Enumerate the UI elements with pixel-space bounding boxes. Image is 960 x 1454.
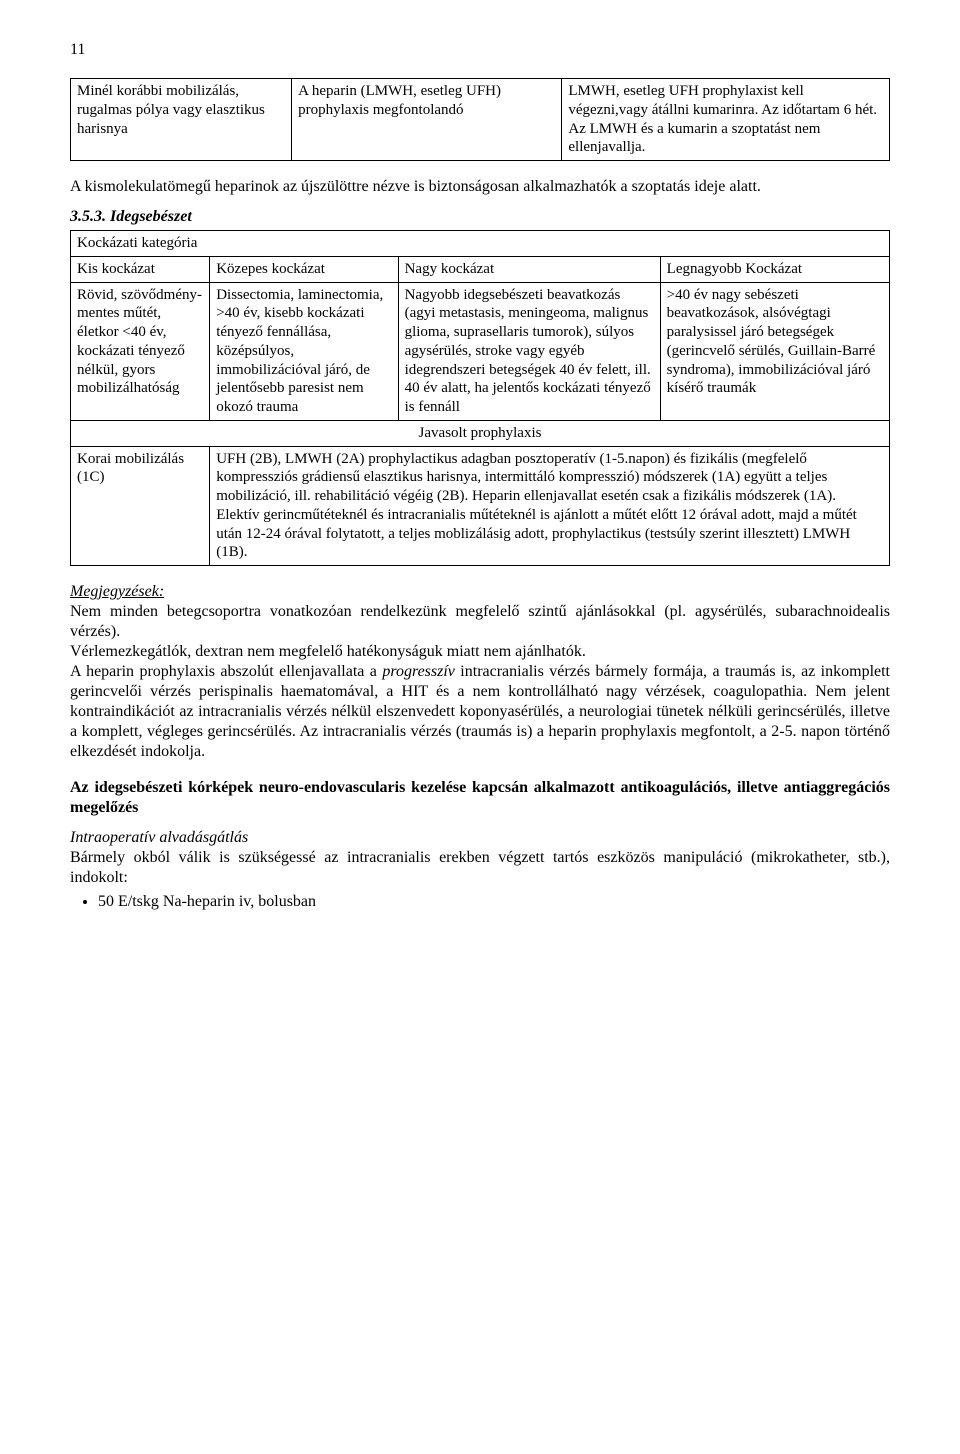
col-header: Közepes kockázat [210,256,398,282]
page-number: 11 [70,40,890,60]
cell: >40 év nagy sebészeti beavatkozások, als… [660,282,889,420]
table-header-row: Kockázati kategória [71,231,890,257]
intraop-block: Intraoperatív alvadásgátlás Bármely okbó… [70,828,890,912]
text-run: A heparin prophylaxis abszolút ellenjava… [70,663,382,680]
col-header: Legnagyobb Kockázat [660,256,889,282]
paragraph-smallmolecule: A kismolekulatömegű heparinok az újszülö… [70,177,890,197]
intraop-heading: Intraoperatív alvadásgátlás [70,828,890,848]
bold-paragraph-neuroendovascular: Az idegsebészeti kórképek neuro-endovasc… [70,778,890,818]
bullet-list: 50 E/tskg Na-heparin iv, bolusban [70,892,890,912]
table-row: Kockázati kategória [71,231,890,257]
notes-paragraph-1: Nem minden betegcsoportra vonatkozóan re… [70,602,890,642]
cell: LMWH, esetleg UFH prophylaxist kell vége… [562,79,890,161]
table-row: Javasolt prophylaxis [71,420,890,446]
cell: Minél korábbi mobilizálás, rugalmas póly… [71,79,292,161]
notes-paragraph-3: A heparin prophylaxis abszolút ellenjava… [70,662,890,762]
cell: Dissectomia, laminectomia, >40 év, kiseb… [210,282,398,420]
cell: UFH (2B), LMWH (2A) prophylactikus adagb… [210,446,890,566]
notes-paragraph-2: Vérlemezkegátlók, dextran nem megfelelő … [70,642,890,662]
table-row: Kis kockázat Közepes kockázat Nagy kocká… [71,256,890,282]
table-mobilization: Minél korábbi mobilizálás, rugalmas póly… [70,78,890,161]
intraop-paragraph: Bármely okból válik is szükségessé az in… [70,848,890,888]
table-subheader-javasolt: Javasolt prophylaxis [71,420,890,446]
col-header: Kis kockázat [71,256,210,282]
document-page: 11 Minél korábbi mobilizálás, rugalmas p… [0,0,960,972]
col-header: Nagy kockázat [398,256,660,282]
text-emphasis: progresszív [382,663,455,680]
section-heading-353: 3.5.3. Idegsebészet [70,207,890,227]
list-item: 50 E/tskg Na-heparin iv, bolusban [98,892,890,912]
cell: Nagyobb idegsebészeti beavatkozás (agyi … [398,282,660,420]
notes-block: Megjegyzések: Nem minden betegcsoportra … [70,582,890,762]
table-row: Minél korábbi mobilizálás, rugalmas póly… [71,79,890,161]
table-risk-category: Kockázati kategória Kis kockázat Közepes… [70,230,890,566]
cell: Rövid, szövődmény-mentes műtét, életkor … [71,282,210,420]
table-row: Korai mobilizálás (1C) UFH (2B), LMWH (2… [71,446,890,566]
cell: Korai mobilizálás (1C) [71,446,210,566]
table-row: Rövid, szövődmény-mentes műtét, életkor … [71,282,890,420]
cell: A heparin (LMWH, esetleg UFH) prophylaxi… [292,79,562,161]
notes-heading: Megjegyzések: [70,582,890,602]
